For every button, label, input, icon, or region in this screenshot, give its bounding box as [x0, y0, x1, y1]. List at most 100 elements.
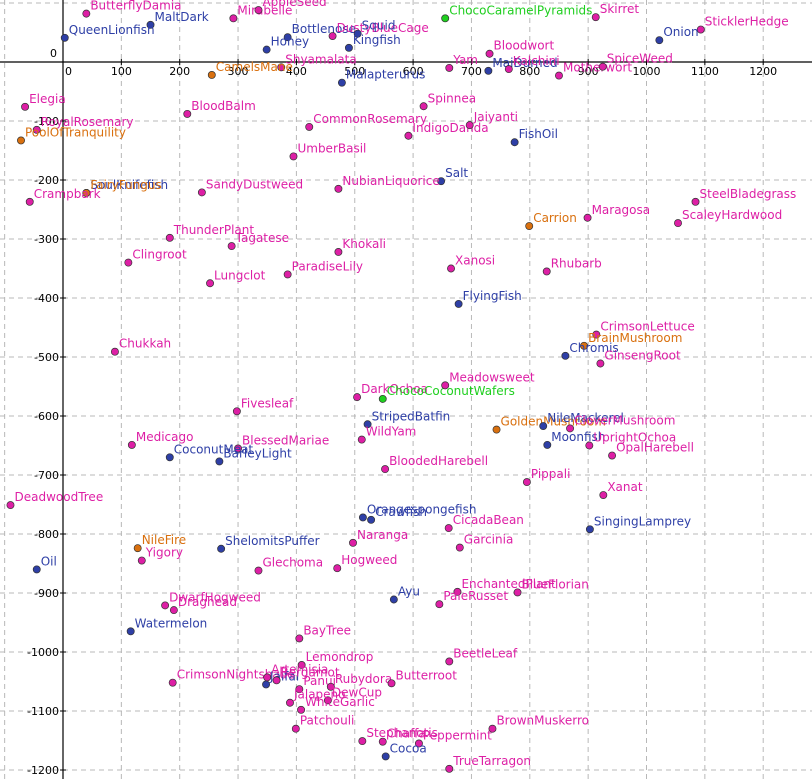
data-point — [60, 33, 69, 42]
data-point-label: TrueTarragon — [452, 754, 531, 768]
data-point — [444, 524, 453, 533]
y-origin-label: 0 — [50, 47, 57, 60]
x-tick-label: 300 — [228, 65, 249, 78]
data-point-label: ChocoCoconutWafers — [387, 384, 515, 398]
data-point-label: SteelBladegrass — [700, 187, 797, 201]
data-point — [447, 264, 455, 273]
data-point-label: FlyingFish — [463, 289, 522, 303]
data-point-label: Draghead — [178, 595, 237, 609]
data-point — [229, 14, 238, 23]
data-point — [127, 440, 136, 449]
y-tick-label: -900 — [34, 587, 59, 600]
data-point — [419, 102, 428, 111]
x-tick-label: 100 — [111, 65, 132, 78]
data-point — [277, 63, 286, 72]
data-point — [32, 565, 41, 574]
y-tick-label: -600 — [34, 410, 59, 423]
data-point — [32, 125, 41, 134]
data-point-label: Ayu — [398, 584, 420, 598]
data-point-label: Onion — [663, 25, 698, 39]
data-point-label: Malapterurus — [346, 68, 425, 82]
data-point — [262, 45, 271, 54]
data-point — [381, 465, 390, 474]
x-tick-label: 500 — [344, 65, 365, 78]
data-point-label: Cocoa — [390, 741, 427, 755]
data-point-label: ButterflyDamia — [90, 0, 181, 13]
data-point — [453, 587, 462, 596]
data-point-label: OpalHarebell — [616, 441, 694, 455]
x-tick-label: 400 — [286, 65, 307, 78]
data-point — [25, 197, 34, 206]
data-point-label: BayTree — [303, 623, 351, 637]
data-point-label: CoconutMeat — [174, 442, 254, 456]
data-point — [133, 544, 142, 553]
data-point — [183, 109, 192, 118]
data-point-label: ThunderPlant — [173, 223, 255, 237]
data-point-label: BeetleLeaf — [453, 646, 518, 660]
data-point-label: Bloodwort — [494, 39, 555, 53]
data-point-label: EnchantedPlant — [461, 577, 556, 591]
data-point-label: Orangespongefish — [367, 502, 477, 516]
data-point-label: Xanat — [607, 480, 643, 494]
data-point-label: Maragosa — [592, 203, 651, 217]
data-point — [215, 457, 224, 466]
data-point — [344, 43, 353, 52]
data-point-label: Salt — [445, 166, 468, 180]
data-point-label: FishOil — [519, 127, 558, 141]
x-origin-label: 0 — [65, 65, 72, 78]
data-point — [297, 661, 306, 669]
data-point-label: RoyalRosemary — [41, 115, 134, 129]
data-point-label: Rubydora — [335, 672, 392, 686]
data-point — [357, 435, 366, 444]
data-point — [272, 676, 281, 685]
data-point-label: BloodBalm — [191, 99, 255, 113]
data-point-label: Stephanotis — [366, 726, 438, 740]
data-point-label: Crampbark — [34, 187, 101, 201]
data-point — [696, 25, 705, 34]
data-point — [197, 188, 206, 197]
data-point — [232, 407, 241, 416]
data-point — [585, 525, 594, 534]
data-point — [441, 14, 450, 23]
data-point-label: Rhubarb — [551, 256, 602, 270]
data-point-label: Mirabelle — [237, 3, 292, 17]
data-point — [358, 513, 367, 522]
data-point — [110, 347, 119, 356]
data-point-label: CamelsMane — [216, 60, 293, 74]
data-point-label: NileMackerel — [547, 411, 624, 425]
data-point — [295, 685, 304, 694]
data-point — [124, 258, 133, 267]
data-point-label: SticklerHedge — [705, 15, 789, 29]
data-point — [334, 184, 343, 193]
data-point — [165, 453, 174, 462]
y-tick-label: -1100 — [27, 705, 59, 718]
data-point — [165, 233, 174, 242]
data-point-label: MaltDark — [155, 10, 209, 24]
data-point-label: CicadaBean — [453, 513, 524, 527]
data-point — [445, 764, 454, 773]
data-point — [598, 62, 607, 71]
data-point-label: Elegia — [29, 92, 66, 106]
data-point-label: BrownMuskerro — [496, 714, 589, 728]
data-point-label: Chromis — [569, 341, 618, 355]
data-point-label: Honey — [271, 35, 309, 49]
x-tick-label: 700 — [461, 65, 482, 78]
data-point — [454, 299, 463, 308]
data-point — [206, 279, 214, 288]
data-point — [465, 121, 474, 130]
data-point-label: GoldenMushroom — [501, 415, 606, 429]
y-tick-label: -300 — [34, 233, 59, 246]
data-point-label: DeadwoodTree — [14, 490, 103, 504]
data-point — [596, 359, 605, 368]
data-point-label: Skirret — [600, 2, 640, 16]
data-point — [404, 131, 413, 140]
data-point — [591, 13, 600, 22]
x-tick-label: 900 — [578, 65, 599, 78]
data-point — [445, 657, 454, 666]
data-point — [286, 698, 294, 707]
x-tick-label: 600 — [403, 65, 424, 78]
data-point-label: Jalapeno — [293, 688, 346, 702]
y-tick-label: -700 — [34, 469, 59, 482]
data-point — [381, 752, 390, 761]
data-point — [6, 501, 15, 510]
